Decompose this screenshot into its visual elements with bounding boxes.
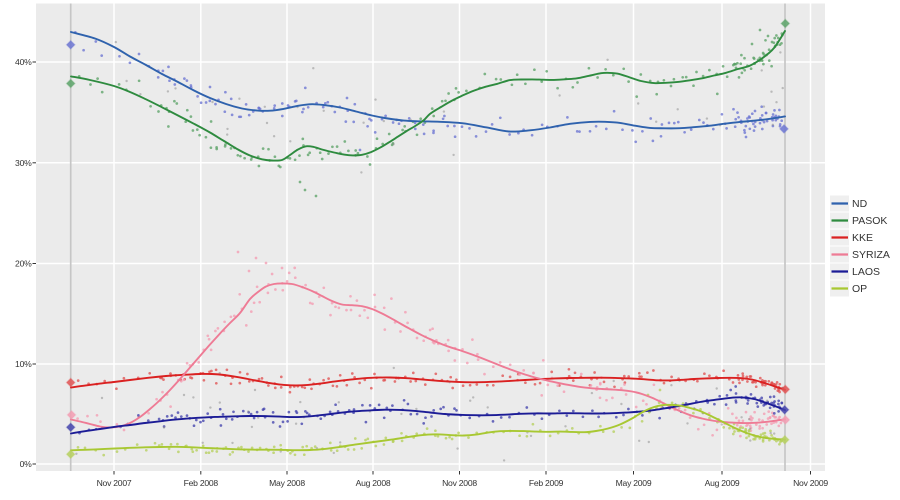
svg-text:0%: 0% [20, 459, 33, 469]
svg-text:Nov 2007: Nov 2007 [97, 478, 132, 488]
svg-text:Aug 2009: Aug 2009 [705, 478, 740, 488]
svg-text:20%: 20% [15, 259, 32, 269]
svg-text:SYRIZA: SYRIZA [852, 249, 890, 261]
svg-text:Aug 2008: Aug 2008 [356, 478, 391, 488]
svg-text:May 2008: May 2008 [269, 478, 305, 488]
svg-text:LAOS: LAOS [852, 266, 880, 278]
svg-text:OP: OP [852, 283, 867, 295]
svg-text:30%: 30% [15, 158, 32, 168]
svg-text:KKE: KKE [852, 232, 873, 244]
svg-text:ND: ND [852, 198, 868, 210]
svg-text:May 2009: May 2009 [616, 478, 652, 488]
svg-text:Feb 2009: Feb 2009 [529, 478, 564, 488]
svg-text:Nov 2008: Nov 2008 [442, 478, 477, 488]
svg-text:PASOK: PASOK [852, 215, 887, 227]
svg-text:10%: 10% [15, 359, 32, 369]
svg-text:40%: 40% [15, 57, 32, 67]
svg-text:Feb 2008: Feb 2008 [184, 478, 219, 488]
svg-text:Nov 2009: Nov 2009 [793, 478, 828, 488]
